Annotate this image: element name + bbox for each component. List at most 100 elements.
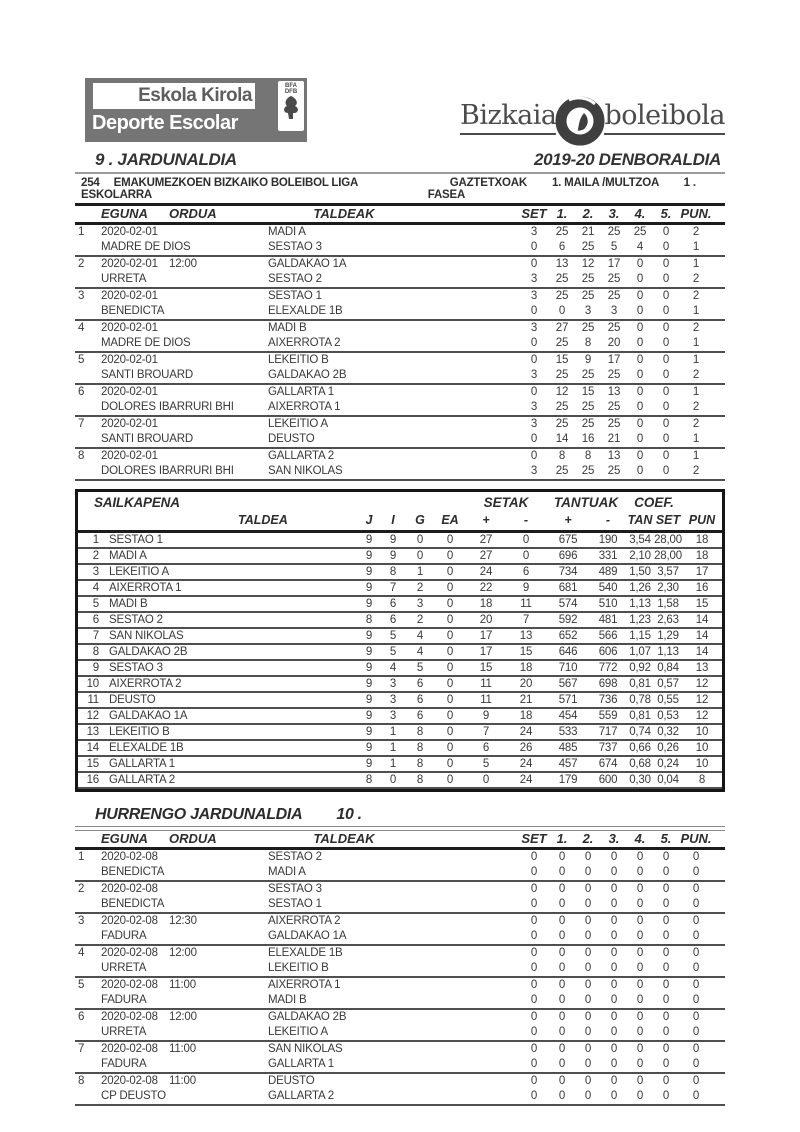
match-away-row: MADRE DE DIOS SESTAO 3 0 6 25 5 4 0 1 (75, 240, 725, 255)
match-time (167, 882, 219, 897)
coef-set: 28,00 (654, 534, 682, 546)
team-name: SAN NIKOLAS (109, 630, 184, 642)
match-date: 2020-02-01 (101, 226, 158, 238)
match-venue: MADRE DE DIOS (101, 337, 191, 349)
away-set3: 3 (610, 305, 618, 317)
home-set1: 0 (558, 851, 566, 863)
away-team-name: GALDAKAO 1A (268, 930, 347, 942)
points-for: 179 (558, 774, 578, 786)
points-for: 675 (558, 534, 578, 546)
points-for: 681 (558, 582, 578, 594)
match-time: 11:00 (169, 1043, 196, 1055)
rank: 10 (86, 678, 100, 690)
away-set1: 0 (558, 1026, 566, 1038)
divider (75, 847, 725, 850)
home-points: 1 (692, 386, 700, 398)
points-against: 698 (598, 678, 618, 690)
draw: 0 (446, 598, 454, 610)
home-sets-won: 0 (530, 979, 538, 991)
away-set1: 0 (558, 305, 566, 317)
rank: 12 (86, 710, 100, 722)
away-set2: 0 (584, 1090, 592, 1102)
coef-set: 0,04 (657, 774, 679, 786)
col-set1: 1. (556, 206, 568, 221)
sets-against: 24 (519, 758, 533, 770)
away-sets-won: 0 (530, 994, 538, 1006)
away-set4: 0 (636, 465, 644, 477)
away-set5: 0 (662, 1058, 670, 1070)
points-against: 489 (598, 566, 618, 578)
points-for: 574 (558, 598, 578, 610)
away-set2: 25 (581, 273, 595, 285)
away-set1: 25 (555, 273, 569, 285)
match-time: 12:30 (169, 915, 197, 927)
away-set1: 0 (558, 930, 566, 942)
match-block: 2 2020-02-01 12:00 GALDAKAO 1A 0 13 12 1… (75, 257, 725, 289)
match-number: 7 (78, 1043, 85, 1055)
home-set5: 0 (662, 1011, 670, 1023)
sets-against: 0 (522, 534, 530, 546)
home-set3: 0 (610, 979, 618, 991)
home-set1: 0 (558, 883, 566, 895)
home-set2: 0 (584, 883, 592, 895)
coef-tan: 1,07 (629, 646, 651, 658)
match-date: 2020-02-01 (101, 386, 158, 398)
home-set5: 0 (662, 947, 670, 959)
away-points: 0 (692, 1058, 700, 1070)
sets-against: 18 (519, 710, 533, 722)
rank: 15 (86, 758, 100, 770)
col-set: SET (521, 831, 547, 846)
home-set2: 0 (584, 851, 592, 863)
away-set4: 0 (636, 930, 644, 942)
points-against: 600 (598, 774, 618, 786)
home-points: 2 (692, 322, 700, 334)
coef-set: 2,63 (657, 614, 679, 626)
away-sets-won: 0 (530, 1026, 538, 1038)
away-set5: 0 (662, 401, 670, 413)
won: 1 (389, 726, 397, 738)
team-name: LEKEITIO A (109, 566, 169, 578)
away-set3: 0 (610, 898, 618, 910)
away-set3: 25 (607, 401, 621, 413)
match-venue: URRETA (101, 1026, 147, 1038)
won: 3 (389, 678, 397, 690)
match-number: 1 (78, 226, 85, 238)
home-set5: 0 (662, 1075, 670, 1087)
lost: 8 (416, 758, 424, 770)
match-date: 2020-02-01 (101, 290, 158, 302)
away-set4: 0 (636, 1090, 644, 1102)
sets-for: 11 (480, 678, 492, 690)
away-set1: 0 (558, 1090, 566, 1102)
won: 5 (389, 646, 397, 658)
header-logos: Eskola Kirola Deporte Escolar BFA DFB Bi… (75, 78, 725, 146)
col-taldeak: TALDEAK (313, 206, 375, 221)
away-points: 2 (692, 369, 700, 381)
home-set5: 0 (662, 354, 670, 366)
rank: 11 (87, 694, 99, 706)
away-points: 1 (692, 433, 700, 445)
match-time: 12:00 (169, 258, 197, 270)
team-name: ELEXALDE 1B (109, 742, 184, 754)
home-team-name: SESTAO 2 (268, 851, 322, 863)
away-points: 0 (692, 898, 700, 910)
away-set5: 0 (662, 994, 670, 1006)
team-name: GALDAKAO 2B (109, 646, 188, 658)
points-for: 652 (558, 630, 578, 642)
away-set3: 0 (610, 930, 618, 942)
points: 18 (695, 550, 709, 562)
home-team-name: MADI A (268, 226, 306, 238)
next-header-row: EGUNA ORDUA TALDEAK SET 1. 2. 3. 4. 5. P… (75, 831, 725, 847)
col-g: G (415, 513, 425, 527)
standings-row: 12 GALDAKAO 1A 9 3 6 0 9 18 454 559 0,81… (78, 709, 722, 725)
match-time: 12:00 (169, 1011, 197, 1023)
home-sets-won: 0 (530, 386, 538, 398)
away-set2: 0 (584, 898, 592, 910)
away-set2: 25 (581, 241, 595, 253)
away-set2: 0 (584, 866, 592, 878)
match-home-row: 1 2020-02-01 MADI A 3 25 21 25 25 0 2 (75, 225, 725, 240)
home-sets-won: 0 (530, 883, 538, 895)
won: 9 (389, 550, 397, 562)
col-taldea: TALDEA (238, 513, 288, 527)
col-set3: 3. (608, 206, 620, 221)
home-points: 2 (692, 226, 700, 238)
